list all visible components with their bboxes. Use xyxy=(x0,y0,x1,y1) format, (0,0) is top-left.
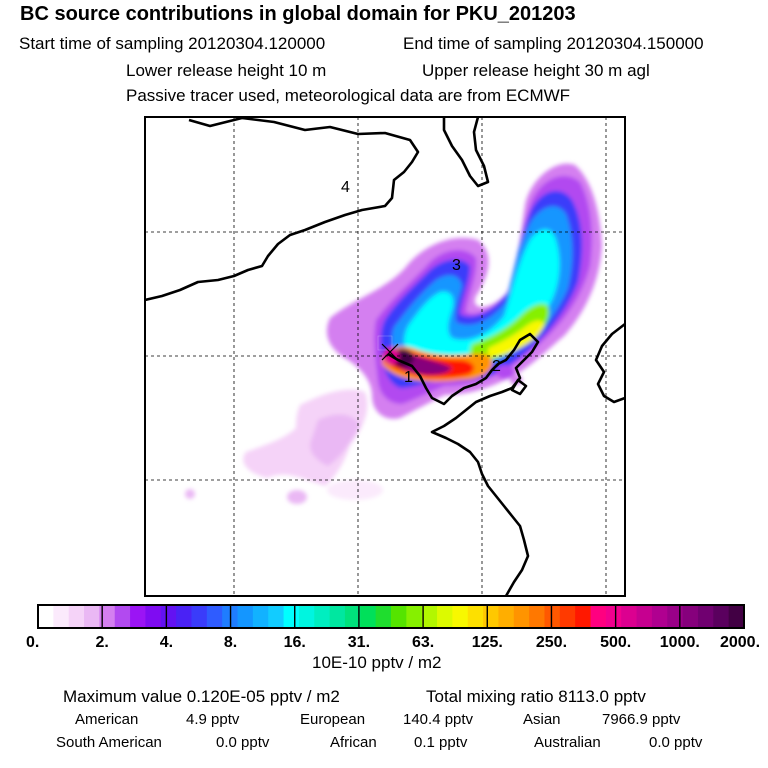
african-value: 0.1 pptv xyxy=(414,734,468,751)
colorbar-cell xyxy=(237,605,254,628)
colorbar-tick-label: 2. xyxy=(96,634,109,651)
colorbar-cell xyxy=(697,605,714,628)
colorbar-cell xyxy=(53,605,70,628)
colorbar-cell xyxy=(298,605,315,628)
colorbar-cell xyxy=(559,605,576,628)
colorbar-cell xyxy=(84,605,100,628)
colorbar-cell xyxy=(145,605,162,628)
colorbar-cell xyxy=(513,605,530,628)
asian-label: Asian xyxy=(523,711,561,728)
colorbar-tick-label: 250. xyxy=(536,634,567,651)
colorbar-cell xyxy=(621,605,638,628)
colorbar-cell xyxy=(575,605,592,628)
american-label: American xyxy=(75,711,139,728)
colorbar-cell xyxy=(467,605,484,628)
colorbar-cell xyxy=(176,605,192,628)
colorbar-cell xyxy=(498,605,515,628)
map-frame xyxy=(144,116,626,597)
colorbar-cell xyxy=(452,605,469,628)
region-label-2: 2 xyxy=(492,358,501,375)
african-label: African xyxy=(330,734,377,751)
european-label: European xyxy=(300,711,366,728)
colorbar-tick-label: 1000. xyxy=(660,634,700,651)
colorbar-cell xyxy=(114,605,131,628)
maximum-value-label: Maximum value 0.120E-05 pptv / m2 xyxy=(63,687,340,706)
colorbar-cell xyxy=(268,605,285,628)
colorbar-tick-label: 2000. xyxy=(720,634,760,651)
colorbar-cell xyxy=(590,605,607,628)
colorbar-unit-label: 10E-10 pptv / m2 xyxy=(312,653,442,672)
colorbar-tick-label: 31. xyxy=(348,634,370,651)
coastlines xyxy=(145,117,625,596)
plume-field xyxy=(185,163,602,504)
end-time-label: End time of sampling 20120304.150000 xyxy=(403,34,704,53)
colorbar-tick-label: 500. xyxy=(600,634,631,651)
colorbar-cell xyxy=(437,605,453,628)
colorbar-cell xyxy=(283,605,300,628)
colorbar-cell xyxy=(38,605,54,628)
south-american-value: 0.0 pptv xyxy=(216,734,270,751)
colorbar-tick-label: 16. xyxy=(284,634,306,651)
source-marker xyxy=(381,343,399,361)
colorbar-tick-label: 8. xyxy=(224,634,237,651)
colorbar-tick-label: 0. xyxy=(26,634,39,651)
colorbar-tick-label: 4. xyxy=(160,634,173,651)
start-time-label: Start time of sampling 20120304.120000 xyxy=(19,34,326,53)
colorbar-cell xyxy=(160,605,177,628)
colorbar-cell xyxy=(314,605,331,628)
colorbar-cell xyxy=(360,605,377,628)
tracer-info-label: Passive tracer used, meteorological data… xyxy=(126,86,571,105)
region-label-3: 3 xyxy=(452,257,461,274)
colorbar-cell xyxy=(344,605,361,628)
australian-value: 0.0 pptv xyxy=(649,734,703,751)
colorbar-cell xyxy=(667,605,684,628)
colorbar-frame xyxy=(37,604,745,629)
australian-label: Australian xyxy=(534,734,601,751)
total-mixing-ratio-label: Total mixing ratio 8113.0 pptv xyxy=(426,687,646,706)
colorbar-cell xyxy=(375,605,392,628)
grid-lines xyxy=(145,117,625,596)
colorbar-cell xyxy=(483,605,499,628)
european-value: 140.4 pptv xyxy=(403,711,474,728)
colorbar-cell xyxy=(605,605,622,628)
colorbar-cell xyxy=(636,605,653,628)
region-label-1: 1 xyxy=(404,369,413,386)
south-american-label: South American xyxy=(56,734,162,751)
region-label-4: 4 xyxy=(341,179,350,196)
colorbar-tick-label: 63. xyxy=(412,634,434,651)
colorbar-cell xyxy=(329,605,346,628)
colorbar-cell xyxy=(651,605,668,628)
lower-release-height-label: Lower release height 10 m xyxy=(126,61,327,80)
colorbar-cell xyxy=(206,605,223,628)
colorbar-cell xyxy=(713,605,730,628)
chart-title: BC source contributions in global domain… xyxy=(20,3,576,25)
american-value: 4.9 pptv xyxy=(186,711,240,728)
asian-value: 7966.9 pptv xyxy=(602,711,681,728)
colorbar-cell xyxy=(130,605,146,628)
colorbar-tick-label: 125. xyxy=(472,634,503,651)
colorbar-cell xyxy=(68,605,85,628)
colorbar-cell xyxy=(421,605,438,628)
upper-release-height-label: Upper release height 30 m agl xyxy=(422,61,650,80)
colorbar-cell xyxy=(99,605,116,628)
colorbar-cell xyxy=(682,605,699,628)
colorbar-cell xyxy=(406,605,423,628)
colorbar-cell xyxy=(391,605,407,628)
colorbar-cell xyxy=(191,605,208,628)
colorbar-cell xyxy=(529,605,545,628)
colorbar-cell xyxy=(544,605,561,628)
colorbar-cell xyxy=(252,605,269,628)
colorbar-cell xyxy=(728,605,745,628)
